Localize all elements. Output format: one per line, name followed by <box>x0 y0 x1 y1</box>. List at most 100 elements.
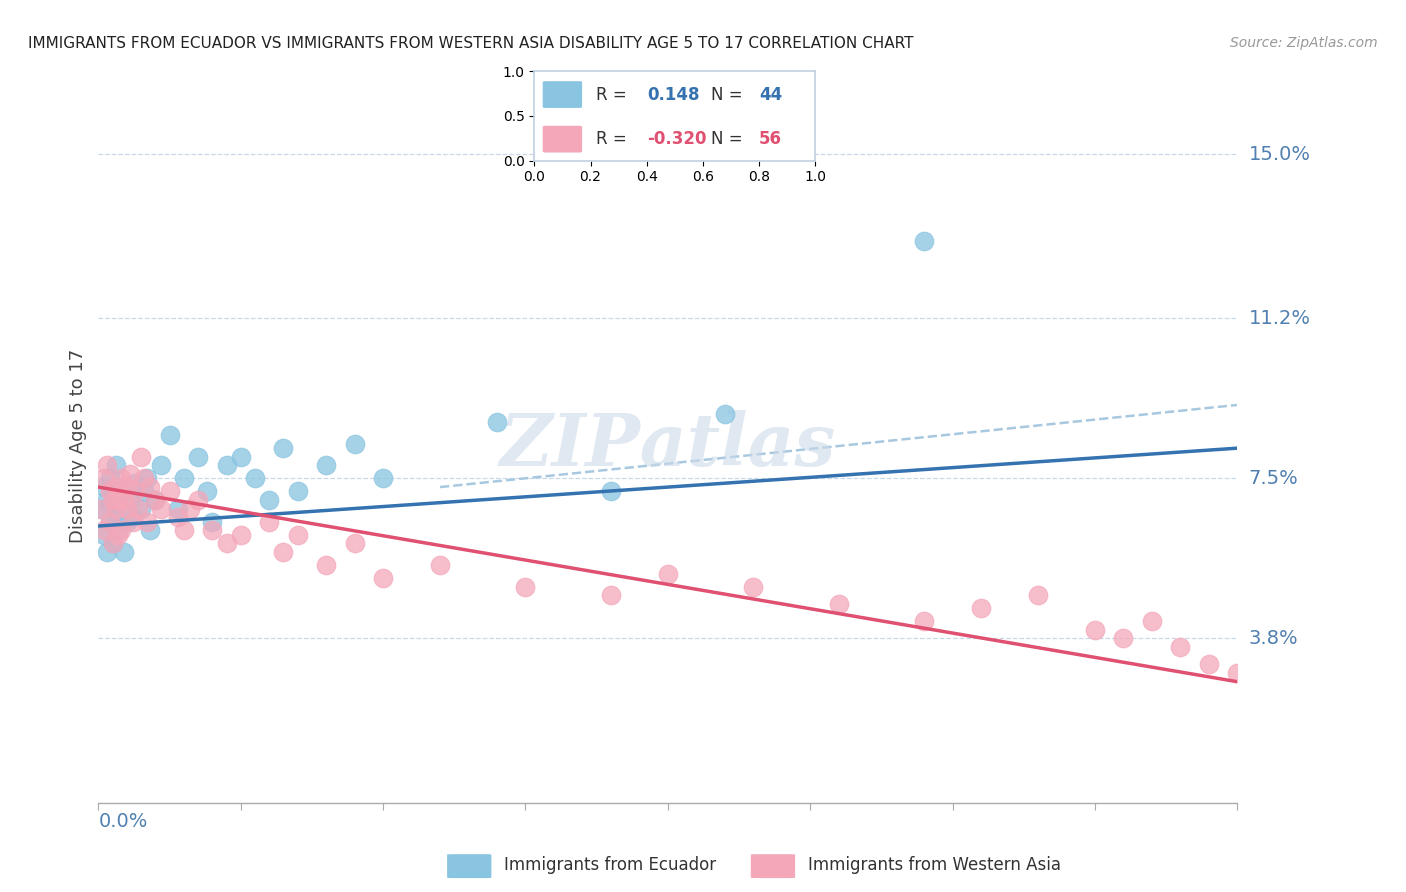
Point <box>159 428 181 442</box>
Point <box>486 415 509 429</box>
Point <box>373 471 395 485</box>
Point <box>90 501 112 516</box>
Point <box>373 571 395 585</box>
Point <box>229 450 252 464</box>
Text: -0.320: -0.320 <box>647 130 706 148</box>
Text: R =: R = <box>596 130 633 148</box>
Text: Immigrants from Ecuador: Immigrants from Ecuador <box>505 856 716 874</box>
Point <box>600 484 623 499</box>
Point <box>93 480 115 494</box>
FancyBboxPatch shape <box>543 126 582 153</box>
Point <box>121 515 143 529</box>
Point <box>229 527 252 541</box>
Point <box>150 458 173 473</box>
Point <box>912 234 935 248</box>
Point <box>107 497 129 511</box>
Point <box>93 527 115 541</box>
Point <box>243 471 266 485</box>
Point <box>129 501 152 516</box>
Point <box>1140 614 1163 628</box>
Text: Source: ZipAtlas.com: Source: ZipAtlas.com <box>1230 36 1378 50</box>
Point <box>107 524 129 538</box>
Point <box>93 524 115 538</box>
Point <box>104 501 127 516</box>
Point <box>101 493 124 508</box>
Point <box>600 588 623 602</box>
Point <box>167 510 190 524</box>
Text: IMMIGRANTS FROM ECUADOR VS IMMIGRANTS FROM WESTERN ASIA DISABILITY AGE 5 TO 17 C: IMMIGRANTS FROM ECUADOR VS IMMIGRANTS FR… <box>28 36 914 51</box>
Text: 11.2%: 11.2% <box>1249 309 1310 328</box>
Point <box>1226 666 1249 681</box>
Point <box>150 501 173 516</box>
Point <box>98 484 121 499</box>
Point <box>970 601 993 615</box>
Text: Immigrants from Western Asia: Immigrants from Western Asia <box>808 856 1060 874</box>
Point <box>1198 657 1220 672</box>
Text: 0.0%: 0.0% <box>98 812 148 831</box>
Point <box>273 545 295 559</box>
Text: 15.0%: 15.0% <box>1249 145 1310 163</box>
Point <box>187 493 209 508</box>
Point <box>273 441 295 455</box>
Point <box>135 471 157 485</box>
Point <box>259 515 281 529</box>
Text: 7.5%: 7.5% <box>1249 469 1298 488</box>
Point <box>110 471 132 485</box>
Point <box>315 458 337 473</box>
Point <box>110 484 132 499</box>
Point <box>98 515 121 529</box>
Point <box>429 558 451 572</box>
Point <box>101 484 124 499</box>
Point <box>98 515 121 529</box>
Point <box>98 471 121 485</box>
Point <box>138 480 160 494</box>
Point <box>515 580 537 594</box>
Point <box>118 467 141 482</box>
Y-axis label: Disability Age 5 to 17: Disability Age 5 to 17 <box>69 349 87 543</box>
Point <box>1112 632 1135 646</box>
Text: N =: N = <box>711 130 748 148</box>
Point <box>115 480 138 494</box>
Point <box>195 484 218 499</box>
Point <box>96 458 118 473</box>
Point <box>138 524 160 538</box>
Point <box>315 558 337 572</box>
Point <box>93 471 115 485</box>
Point <box>173 471 195 485</box>
Point <box>912 614 935 628</box>
Point <box>287 484 309 499</box>
Point <box>104 506 127 520</box>
Point <box>90 501 112 516</box>
Point <box>159 484 181 499</box>
Point <box>657 566 679 581</box>
Point <box>1026 588 1049 602</box>
Point <box>101 536 124 550</box>
Point <box>215 536 238 550</box>
Point <box>287 527 309 541</box>
Text: 44: 44 <box>759 86 783 103</box>
Point <box>1084 623 1107 637</box>
Point <box>112 493 135 508</box>
Point <box>121 510 143 524</box>
Point <box>167 501 190 516</box>
Text: R =: R = <box>596 86 633 103</box>
Point <box>173 524 195 538</box>
Point <box>115 515 138 529</box>
FancyBboxPatch shape <box>751 855 796 878</box>
Point <box>101 536 124 550</box>
Point <box>714 407 737 421</box>
Point <box>112 545 135 559</box>
Text: 56: 56 <box>759 130 782 148</box>
Point <box>127 501 149 516</box>
Point <box>828 597 851 611</box>
Point <box>187 450 209 464</box>
Point <box>1170 640 1192 654</box>
Point <box>132 484 155 499</box>
Point <box>201 515 224 529</box>
Point <box>215 458 238 473</box>
Point <box>742 580 765 594</box>
Point <box>96 493 118 508</box>
Point <box>96 545 118 559</box>
Point <box>107 527 129 541</box>
FancyBboxPatch shape <box>543 81 582 108</box>
